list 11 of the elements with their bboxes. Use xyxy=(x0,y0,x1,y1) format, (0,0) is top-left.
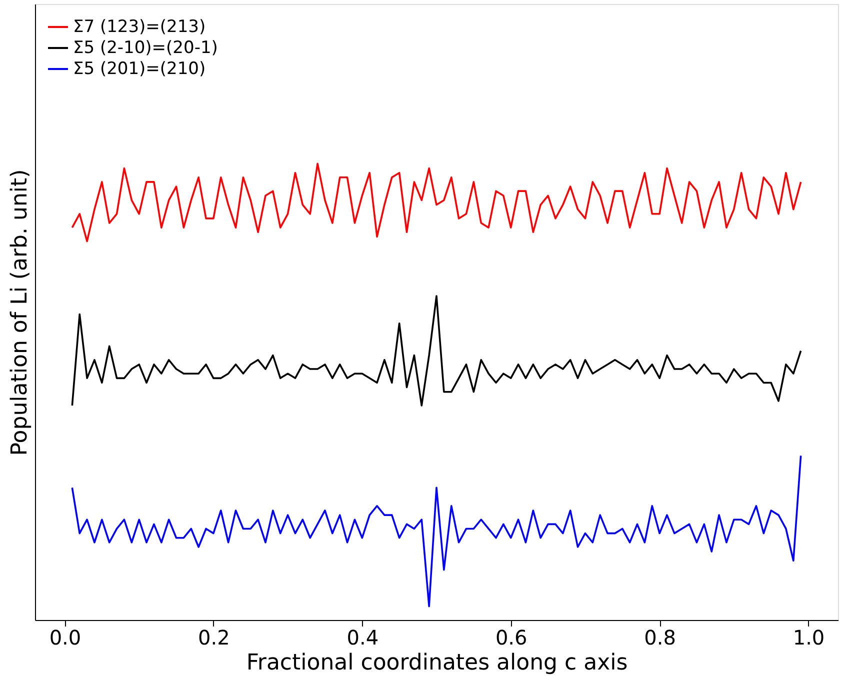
x-tick-label: 0.0 xyxy=(49,626,82,650)
legend-label: Σ7 (123)=(213) xyxy=(73,17,206,37)
x-tick-label: 0.2 xyxy=(198,626,230,650)
x-tick-label: 1.0 xyxy=(792,626,825,650)
x-tick-label: 0.4 xyxy=(346,626,379,650)
x-tick-label: 0.6 xyxy=(495,626,528,650)
legend-label: Σ5 (201)=(210) xyxy=(73,59,206,79)
legend-label: Σ5 (2-10)=(20-1) xyxy=(73,38,218,58)
x-axis-title: Fractional coordinates along c axis xyxy=(246,650,628,676)
y-axis-title: Population of Li (arb. unit) xyxy=(8,169,32,456)
x-tick-label: 0.8 xyxy=(644,626,676,650)
